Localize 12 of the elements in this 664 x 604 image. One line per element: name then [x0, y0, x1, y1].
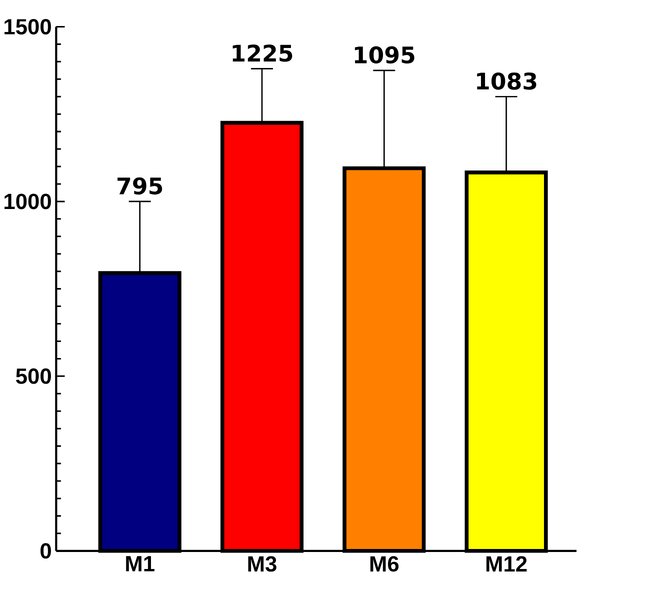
annotation: 1225	[232, 44, 292, 62]
y-tick-label: 1500	[4, 18, 51, 34]
annotation: 795	[118, 177, 162, 194]
y-tick-label: 1000	[4, 194, 51, 210]
annotation: 1095	[354, 46, 414, 64]
x-tick-label: M1	[126, 556, 154, 572]
x-tick-label: M3	[248, 556, 276, 572]
x-tick-label: M6	[370, 556, 399, 572]
y-tick-label: 0	[40, 542, 51, 558]
x-tick-label: M12	[486, 556, 527, 572]
y-tick-label: 500	[16, 368, 51, 384]
annotation: 1083	[477, 72, 536, 90]
